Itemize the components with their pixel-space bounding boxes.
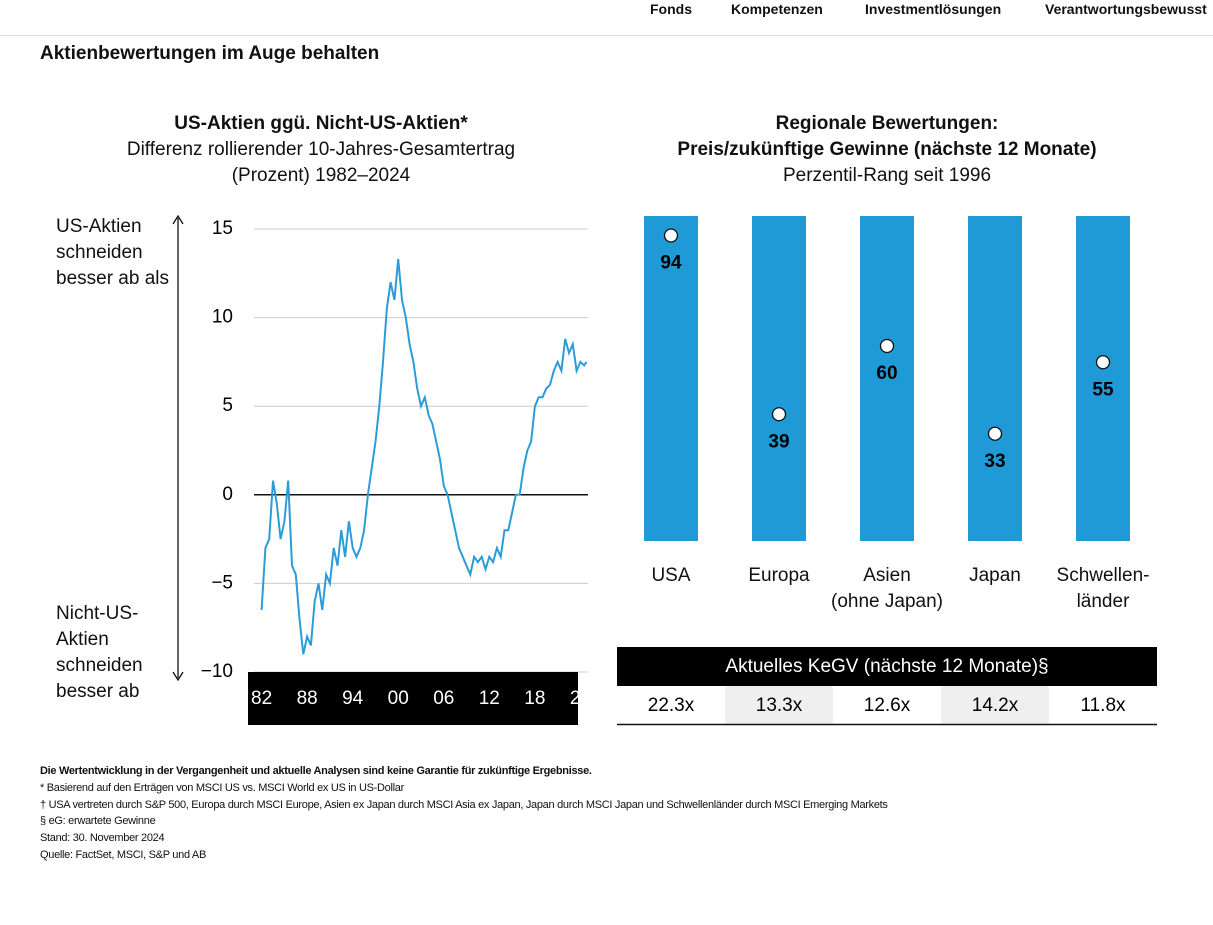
table-cell-bg bbox=[941, 686, 1049, 724]
chart-subtitle: Differenz rollierender 10-Jahres-Gesamte… bbox=[126, 139, 516, 186]
range-bar bbox=[968, 216, 1022, 541]
x-tick-label: 06 bbox=[433, 688, 454, 709]
chart-subtitle: Perzentil-Rang seit 1996 bbox=[782, 165, 992, 186]
range-bar bbox=[644, 216, 698, 541]
chart-title: US-Aktien ggü. Nicht-US-Aktien* bbox=[174, 113, 468, 134]
axis-annotation: US-Aktien schneiden besser ab als bbox=[56, 216, 170, 289]
range-bar bbox=[752, 216, 806, 541]
x-tick-label: 94 bbox=[342, 688, 364, 709]
x-tick-label: Europa bbox=[748, 565, 810, 586]
chart-title: Regionale Bewertungen: Preis/zukünftige … bbox=[677, 113, 1097, 160]
dot bbox=[663, 228, 679, 243]
footnote: † USA vertreten durch S&P 500, Europa du… bbox=[40, 798, 888, 811]
x-tick-label: USA bbox=[651, 565, 691, 586]
range-bar bbox=[860, 216, 914, 541]
y-tick-label: 10 bbox=[212, 307, 233, 328]
value-label: 33 bbox=[984, 451, 1005, 472]
y-tick-label: 15 bbox=[212, 218, 233, 239]
x-tick-label: 24 bbox=[570, 688, 592, 709]
footnote: * Basierend auf den Erträgen von MSCI US… bbox=[40, 781, 404, 794]
table-cell: 14.2x bbox=[972, 695, 1019, 716]
x-tick-label: 12 bbox=[479, 688, 500, 709]
x-tick-label: Schwellen- länder bbox=[1056, 565, 1150, 612]
nav-link[interactable]: Verantwortungsbewusst bbox=[1045, 1, 1207, 17]
y-tick-label: −5 bbox=[211, 572, 233, 593]
nav-link[interactable]: Fonds bbox=[650, 1, 692, 17]
x-tick-label: 82 bbox=[251, 688, 272, 709]
x-axis-band bbox=[248, 672, 578, 725]
x-tick-label: Japan bbox=[969, 565, 1021, 586]
footnote: Die Wertentwicklung in der Vergangenheit… bbox=[40, 765, 592, 777]
line-series bbox=[260, 259, 588, 655]
value-label: 55 bbox=[1092, 379, 1114, 400]
arrow-head bbox=[172, 214, 184, 682]
x-tick-label: 88 bbox=[297, 688, 318, 709]
footnote: § eG: erwartete Gewinne bbox=[40, 815, 156, 828]
table-cell: 22.3x bbox=[648, 695, 695, 716]
nav-link[interactable]: Kompetenzen bbox=[731, 1, 823, 17]
x-tick-label: 00 bbox=[388, 688, 409, 709]
dot bbox=[1095, 355, 1111, 370]
value-label: 60 bbox=[876, 363, 897, 384]
heading: Aktienbewertungen im Auge behalten bbox=[40, 43, 380, 64]
footnote: Stand: 30. November 2024 bbox=[40, 832, 165, 845]
x-tick-label: 18 bbox=[524, 688, 545, 709]
nav-link[interactable]: Investmentlösungen bbox=[865, 1, 1002, 17]
range-bar bbox=[1076, 216, 1130, 541]
y-tick-label: 5 bbox=[222, 395, 233, 416]
y-tick-label: 0 bbox=[222, 484, 233, 505]
table-header bbox=[617, 647, 1157, 686]
value-label: 94 bbox=[660, 253, 682, 274]
dot bbox=[987, 426, 1003, 441]
table-cell: 13.3x bbox=[756, 695, 803, 716]
table-header-text: Aktuelles KeGV (nächste 12 Monate)§ bbox=[725, 656, 1048, 677]
axis-annotation: Nicht-US- Aktien schneiden besser ab bbox=[56, 603, 143, 702]
value-label: 39 bbox=[768, 431, 789, 452]
dot bbox=[879, 338, 895, 354]
x-tick-label: Asien (ohne Japan) bbox=[831, 565, 943, 612]
dot bbox=[771, 407, 787, 422]
table-cell: 11.8x bbox=[1080, 695, 1126, 716]
table-cell: 12.6x bbox=[864, 695, 911, 716]
table-cell-bg bbox=[725, 686, 833, 724]
y-tick-label: −10 bbox=[201, 661, 233, 682]
footnote: Quelle: FactSet, MSCI, S&P und AB bbox=[40, 849, 206, 861]
